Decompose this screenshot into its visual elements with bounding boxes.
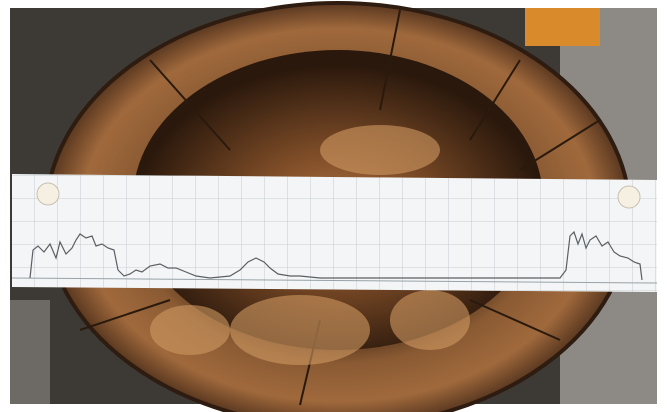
pin [618, 186, 640, 208]
orange-object [525, 8, 600, 46]
photo [0, 0, 667, 412]
ground-left [10, 300, 50, 404]
chart-strip [12, 174, 657, 292]
pin [37, 183, 59, 205]
paper-grid [12, 174, 657, 292]
